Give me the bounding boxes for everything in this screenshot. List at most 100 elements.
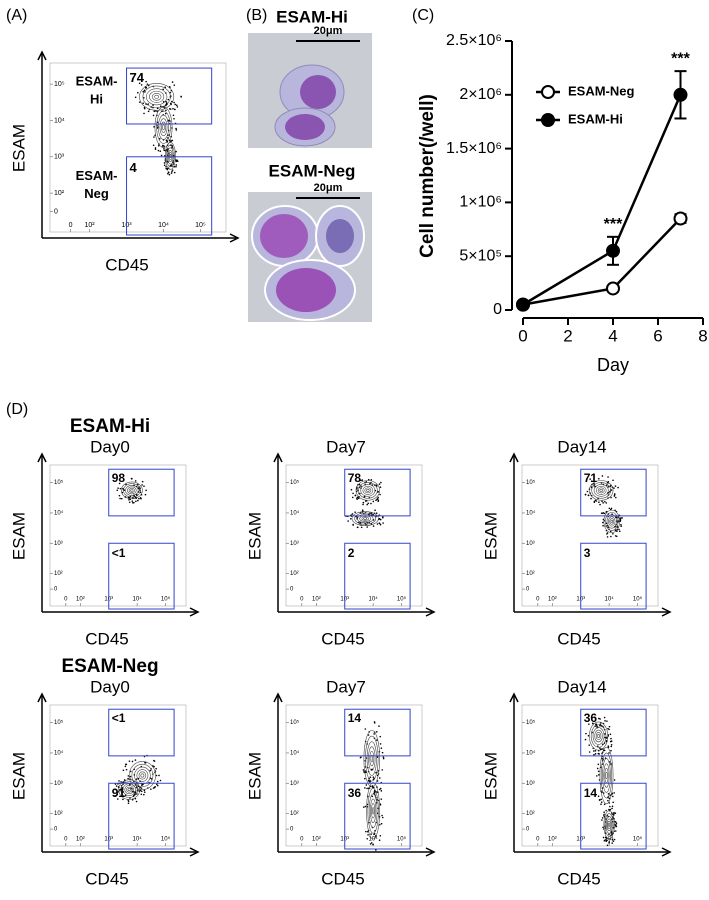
event-dot	[127, 802, 130, 804]
event-dot	[122, 769, 125, 772]
event-dot	[610, 535, 612, 538]
event-dot	[597, 763, 600, 766]
y-tick-label: 10⁴	[526, 750, 536, 757]
contour	[591, 482, 612, 499]
event-dot	[364, 777, 366, 780]
event-dot	[116, 793, 119, 796]
event-dot	[364, 728, 367, 730]
plot-frame	[49, 704, 187, 847]
panel-label: (B)	[246, 7, 267, 24]
contour	[360, 484, 376, 497]
contour	[140, 773, 145, 778]
gate	[580, 708, 647, 757]
contour	[606, 514, 617, 529]
event-dot	[602, 826, 604, 829]
event-dot	[376, 498, 378, 501]
contour	[125, 485, 139, 496]
event-dot	[378, 725, 380, 727]
event-dot	[118, 780, 120, 782]
y-tick-label: 10³	[54, 781, 63, 787]
event-dot	[142, 102, 144, 105]
contour	[603, 810, 615, 840]
event-dot	[380, 790, 383, 792]
event-dot	[173, 101, 175, 104]
event-dot	[358, 483, 361, 486]
x-tick-label: 0	[518, 326, 527, 345]
event-dot	[377, 500, 379, 503]
event-dot	[123, 489, 126, 491]
x-tick-label: 10⁴	[132, 596, 142, 603]
event-dot	[378, 839, 381, 841]
event-dot	[165, 109, 167, 112]
event-dot	[158, 774, 160, 777]
event-dot	[602, 836, 605, 839]
contour	[130, 489, 134, 492]
event-dot	[379, 787, 382, 790]
gate-value: 36	[348, 786, 362, 800]
marker	[673, 87, 688, 102]
x-tick-label: 0	[536, 837, 540, 843]
y-tick-label: 10⁵	[54, 719, 64, 726]
event-dot	[375, 849, 377, 851]
gate	[108, 542, 175, 610]
event-dot	[367, 478, 370, 481]
event-dot	[370, 833, 372, 835]
event-dot	[143, 96, 145, 99]
event-dot	[125, 763, 128, 766]
event-dot	[350, 488, 353, 491]
event-dot	[366, 503, 369, 506]
event-dot	[154, 786, 156, 788]
event-dot	[139, 497, 142, 499]
event-dot	[373, 833, 375, 836]
event-dot	[584, 493, 587, 496]
event-dot	[166, 137, 169, 139]
event-dot	[602, 524, 604, 527]
event-dot	[134, 793, 136, 795]
event-dot	[595, 723, 597, 726]
event-dot	[360, 485, 362, 487]
event-dot	[172, 114, 175, 117]
event-dot	[172, 107, 174, 110]
event-dot	[145, 80, 147, 83]
x-tick-label: 10²	[84, 222, 95, 229]
y-axis-label: ESAM	[481, 512, 500, 560]
contour	[608, 822, 611, 827]
event-dot	[607, 734, 610, 736]
event-dot	[147, 110, 150, 113]
event-dot	[373, 733, 375, 735]
event-dot	[356, 526, 359, 529]
x-tick-label: 6	[653, 326, 662, 345]
nucleus	[285, 114, 325, 140]
event-dot	[156, 780, 159, 783]
micrograph-title: ESAM-Hi	[276, 7, 348, 26]
contour	[371, 803, 376, 819]
event-dot	[601, 763, 604, 765]
x-tick-label: 10²	[76, 837, 85, 843]
event-dot	[379, 523, 382, 526]
marker	[606, 243, 620, 258]
event-dot	[376, 739, 378, 741]
gate	[580, 542, 647, 610]
contour	[128, 761, 156, 790]
event-dot	[153, 126, 155, 128]
x-axis-label: CD45	[321, 869, 364, 888]
event-dot	[372, 776, 375, 779]
y-tick-label: 2×10⁶	[459, 86, 502, 103]
event-dot	[608, 833, 610, 836]
x-tick-label: 8	[698, 326, 707, 345]
legend-label: ESAM-Hi	[568, 111, 623, 126]
event-dot	[382, 757, 385, 760]
contour	[160, 121, 167, 133]
event-dot	[613, 811, 615, 814]
axis-arrow	[509, 692, 519, 703]
y-tick-label: 10⁴	[54, 510, 64, 517]
x-tick-label: 10⁵	[397, 836, 407, 843]
y-tick-label: 0	[290, 827, 294, 833]
plot-frame	[49, 62, 227, 233]
event-dot	[375, 731, 378, 733]
event-dot	[153, 759, 155, 762]
contour	[139, 82, 175, 111]
event-dot	[369, 776, 372, 778]
event-dot	[605, 502, 608, 504]
event-dot	[143, 789, 146, 792]
